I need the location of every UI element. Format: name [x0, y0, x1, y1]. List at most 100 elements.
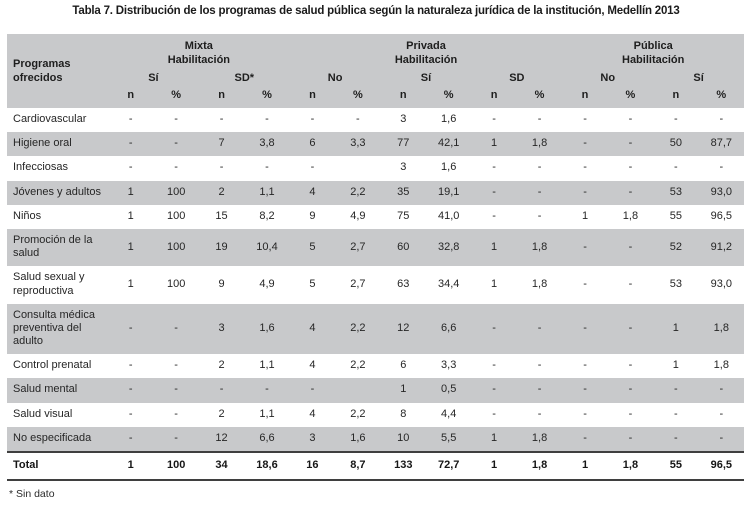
table-cell: -	[562, 426, 608, 452]
table-cell: 63	[397, 277, 410, 290]
measure-header-n: n	[653, 88, 699, 108]
table-cell: 5	[289, 228, 336, 267]
table-cell: 55	[669, 209, 682, 222]
table-cell: 4,9	[259, 277, 275, 290]
measure-header-n: n	[198, 88, 245, 108]
table-cell: 32,8	[425, 228, 472, 267]
table-cell: -	[198, 378, 245, 403]
table-cell: 1,6	[335, 426, 381, 452]
table-cell: 34	[198, 450, 245, 482]
table-cell: 53	[669, 277, 682, 290]
table-cell: 93,0	[710, 277, 733, 290]
table-header: Programas ofrecidos Mixta Habilitación Priv…	[7, 34, 745, 108]
table-cell: 100	[153, 180, 199, 205]
table-cell: 3	[198, 303, 245, 355]
table-cell: -	[310, 113, 315, 125]
table-cell: 8,2	[259, 209, 275, 222]
table-cell: -	[583, 161, 587, 174]
row-label: Cardiovascular	[13, 113, 87, 125]
subgroup-header-6-si: Sí	[653, 69, 745, 89]
column-group-privada: Privada Habilitación	[289, 34, 563, 70]
table-row-ninos: Niños 1 100 15 8,2 9 4,9 75 41,0 - - 1 1,8 55 96,5	[7, 205, 744, 229]
table-cell: 8,7	[335, 450, 381, 482]
table-cell: -	[492, 359, 496, 372]
table-cell: 12	[198, 426, 245, 452]
table-cell: 1,1	[244, 180, 290, 205]
table-cell: 6,6	[425, 303, 472, 355]
table-cell: -	[562, 378, 608, 403]
table-cell: 1	[108, 180, 154, 205]
table-cell: -	[174, 113, 178, 125]
table-cell: -	[174, 161, 178, 174]
table-cell: -	[219, 161, 224, 174]
table-cell: -	[607, 426, 654, 452]
table-cell: -	[128, 407, 133, 420]
table-cell: 100	[153, 450, 199, 482]
table-cell: 1	[562, 450, 608, 482]
table-cell: -	[471, 180, 517, 205]
measure-header-pct: %	[335, 88, 381, 108]
table-cell: 1,8	[698, 303, 745, 355]
table-cell: 3,3	[441, 359, 457, 372]
table-cell: -	[471, 378, 517, 403]
table-cell: 1,8	[607, 450, 654, 482]
table-cell: -	[153, 303, 199, 355]
table-cell: -	[562, 228, 608, 267]
table-cell: 19,1	[425, 180, 472, 205]
table-cell: 3,3	[335, 132, 381, 157]
table-row-promocion-de-la-salud: Promoción de la salud 1 100 19 10,4 5 2,7 60 32,…	[7, 228, 745, 267]
table-cell: 34,4	[437, 277, 460, 290]
header-measures-row: n% n% n% n% n% n% n%	[7, 88, 745, 108]
table-cell: 3,8	[244, 132, 290, 157]
table-cell: -	[628, 359, 633, 372]
table-cell: 53	[653, 180, 699, 205]
table-cell: -	[174, 407, 178, 420]
table-body: Cardiovascular - - - - - -3 1,6- - - - - - Higiene or…	[7, 108, 745, 482]
table-cell: -	[108, 132, 154, 157]
table-cell: -	[471, 303, 517, 355]
table-cell: 6	[400, 359, 407, 372]
table-cell: 6	[289, 132, 336, 157]
table-cell: 1,8	[516, 426, 563, 452]
table-cell: -	[698, 378, 745, 403]
table-cell: -	[628, 277, 633, 290]
table-cell: -	[653, 426, 699, 452]
table-cell: -	[562, 180, 608, 205]
table-cell: 5,5	[425, 426, 472, 452]
row-label: Salud sexual y reproductiva	[13, 271, 85, 297]
measure-header-pct: %	[516, 88, 563, 108]
table-cell: 1,6	[441, 161, 457, 174]
table-cell: -	[607, 132, 654, 157]
table-cell: 1	[108, 450, 154, 482]
table-title: Tabla 7. Distribución de los programas d…	[72, 5, 680, 17]
table-cell: -	[562, 132, 608, 157]
table-cell: 91,2	[698, 228, 745, 267]
table-cell: 1,8	[516, 450, 563, 482]
column-group-qualifier: Habilitación	[167, 53, 231, 66]
table-cell: -	[108, 378, 154, 403]
table-cell: 4	[309, 407, 316, 420]
table-cell: 1	[581, 209, 589, 222]
table-cell: -	[628, 407, 633, 420]
table-cell: 15	[215, 209, 228, 222]
corner-header: Programas ofrecidos	[7, 34, 108, 108]
table-cell: -	[128, 359, 133, 372]
table-cell: 2,2	[335, 303, 381, 355]
table-cell: 1	[653, 303, 699, 355]
table-cell: 1	[127, 209, 134, 222]
table-cell: -	[674, 161, 678, 174]
table-cell: 10	[380, 426, 426, 452]
row-label: Consulta médica preventiva del adulto	[7, 303, 108, 355]
table-cell: 72,7	[425, 450, 472, 482]
table-cell: -	[537, 359, 542, 372]
table-cell: -	[153, 378, 199, 403]
table-cell: 1	[471, 228, 517, 267]
measure-header-n: n	[108, 88, 154, 108]
table-cell: 1	[380, 378, 426, 403]
table-cell: -	[583, 113, 587, 125]
table-cell: 2,7	[350, 277, 366, 290]
table-cell: -	[537, 161, 542, 174]
table-cell: -	[174, 359, 178, 372]
table-cell: 1	[108, 228, 154, 267]
row-label: Control prenatal	[13, 359, 92, 372]
